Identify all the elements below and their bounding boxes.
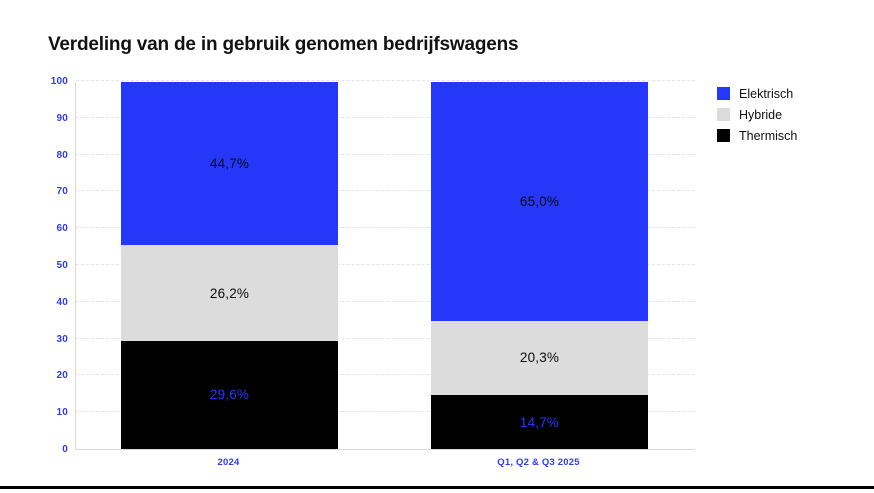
segment-value-label: 26,2%	[209, 285, 250, 301]
segment-value-label: 14,7%	[519, 414, 560, 430]
y-tick-label: 80	[56, 149, 68, 161]
segment-value-label: 29,6%	[209, 387, 250, 403]
x-tick-label: 2024	[217, 457, 240, 468]
y-tick-label: 90	[56, 112, 68, 124]
gridline	[76, 153, 695, 155]
legend-item-label: Thermisch	[739, 128, 798, 143]
bar-segment-elektrisch: 44,7%	[121, 82, 338, 246]
chart-title: Verdeling van de in gebruik genomen bedr…	[48, 34, 519, 55]
legend-swatch-icon	[717, 129, 730, 142]
segment-value-label: 65,0%	[519, 193, 560, 209]
legend-item-thermisch: Thermisch	[717, 125, 797, 146]
y-tick-label: 20	[56, 370, 68, 382]
bar-segment-thermisch: 29,6%	[121, 340, 338, 449]
legend-swatch-icon	[717, 108, 730, 121]
legend-item-label: Elektrisch	[739, 86, 794, 101]
y-tick-label: 30	[56, 333, 68, 345]
gridline	[76, 264, 695, 265]
y-tick-label: 60	[56, 223, 68, 235]
gridline	[76, 190, 695, 192]
bar-segment-thermisch: 14,7%	[431, 395, 648, 449]
y-tick-label: 100	[50, 76, 68, 87]
bar-segment-hybride: 26,2%	[121, 245, 338, 341]
gridline	[76, 116, 695, 118]
y-tick-label: 40	[56, 296, 68, 308]
gridline	[76, 300, 695, 302]
bar-segment-hybride: 20,3%	[431, 320, 648, 396]
legend-swatch-icon	[717, 87, 730, 100]
gridline	[76, 411, 695, 413]
bar-2024: 44,7% 26,2% 29,6%	[121, 82, 338, 449]
y-tick-label: 0	[62, 444, 68, 455]
bar-segment-elektrisch: 65,0%	[431, 82, 648, 321]
legend: Elektrisch Hybride Thermisch	[717, 83, 797, 146]
bottom-divider	[0, 486, 874, 489]
gridline	[76, 337, 695, 339]
gridline	[76, 227, 695, 229]
legend-item-label: Hybride	[739, 107, 783, 122]
gridline	[76, 80, 695, 81]
bar-Q1, Q2 & Q3 2025: 65,0% 20,3% 14,7%	[431, 82, 648, 449]
y-tick-label: 50	[56, 260, 68, 271]
plot-area: 44,7% 26,2% 29,6% 65,0% 20,3% 14,7%	[75, 80, 695, 450]
y-tick-label: 70	[56, 186, 68, 198]
x-tick-label: Q1, Q2 & Q3 2025	[497, 457, 580, 468]
segment-value-label: 44,7%	[209, 156, 250, 172]
gridline	[76, 374, 695, 376]
y-tick-label: 10	[56, 407, 68, 419]
segment-value-label: 20,3%	[519, 350, 560, 366]
legend-item-elektrisch: Elektrisch	[717, 83, 797, 104]
legend-item-hybride: Hybride	[717, 104, 797, 125]
